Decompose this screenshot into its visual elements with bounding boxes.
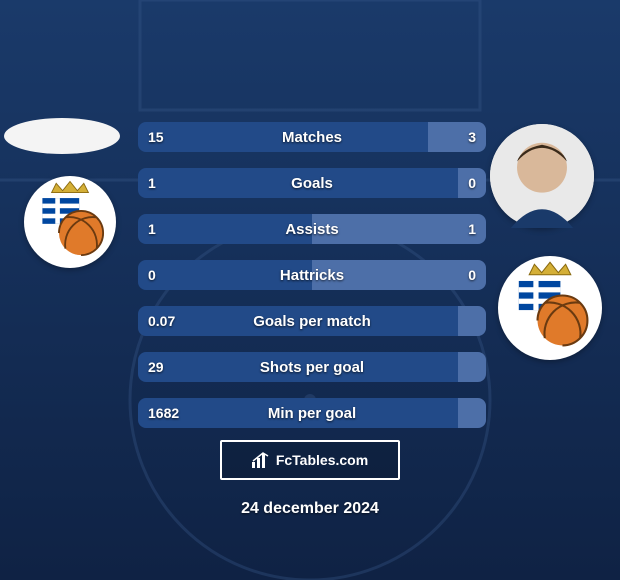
stat-label: Shots per goal — [138, 352, 486, 382]
stat-label: Assists — [138, 214, 486, 244]
stat-bar-row: 1682 Min per goal — [138, 398, 486, 428]
stat-value-right: 3 — [468, 122, 476, 152]
stat-bar-row: 0.07 Goals per match — [138, 306, 486, 336]
stat-label: Goals per match — [138, 306, 486, 336]
stats-bars: 15 Matches 3 1 Goals 0 1 Assists 1 0 Hat… — [138, 122, 486, 444]
stat-bar-row: 15 Matches 3 — [138, 122, 486, 152]
stat-label: Min per goal — [138, 398, 486, 428]
stat-label: Matches — [138, 122, 486, 152]
watermark-text: FcTables.com — [276, 452, 368, 468]
stat-value-right: 1 — [468, 214, 476, 244]
player-left-avatar — [4, 118, 120, 154]
stat-value-right: 0 — [468, 260, 476, 290]
stat-bar-row: 1 Assists 1 — [138, 214, 486, 244]
player-left-club-badge — [24, 176, 116, 268]
watermark-chart-icon — [252, 452, 270, 468]
stat-bar-row: 0 Hattricks 0 — [138, 260, 486, 290]
stat-label: Hattricks — [138, 260, 486, 290]
player-right-club-badge — [498, 256, 602, 360]
stat-bar-row: 29 Shots per goal — [138, 352, 486, 382]
watermark: FcTables.com — [220, 440, 400, 480]
stat-value-right: 0 — [468, 168, 476, 198]
stat-bar-row: 1 Goals 0 — [138, 168, 486, 198]
date-text: 24 december 2024 — [0, 500, 620, 518]
player-right-avatar — [490, 124, 594, 228]
stat-label: Goals — [138, 168, 486, 198]
